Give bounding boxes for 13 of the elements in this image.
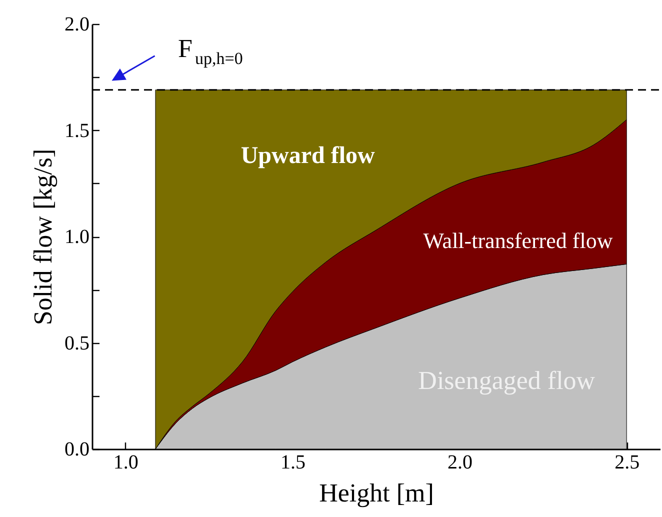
y-tick-label: 1.0 — [64, 226, 90, 248]
x-tick-label: 2.5 — [614, 452, 640, 474]
x-tick-label: 1.0 — [113, 452, 138, 474]
y-tick-label: 0.0 — [64, 438, 90, 460]
series-label: Wall-transferred flow — [423, 228, 613, 253]
y-tick-label: 1.5 — [64, 120, 90, 142]
series-label: Upward flow — [240, 142, 376, 169]
x-axis-title: Height [m] — [319, 478, 434, 508]
x-tick-label: 2.0 — [448, 452, 473, 474]
x-tick-label: 1.5 — [280, 452, 306, 474]
y-tick-label: 0.5 — [64, 332, 90, 354]
y-tick-label: 2.0 — [64, 14, 90, 36]
y-axis-title: Solid flow [kg/s] — [28, 148, 58, 326]
